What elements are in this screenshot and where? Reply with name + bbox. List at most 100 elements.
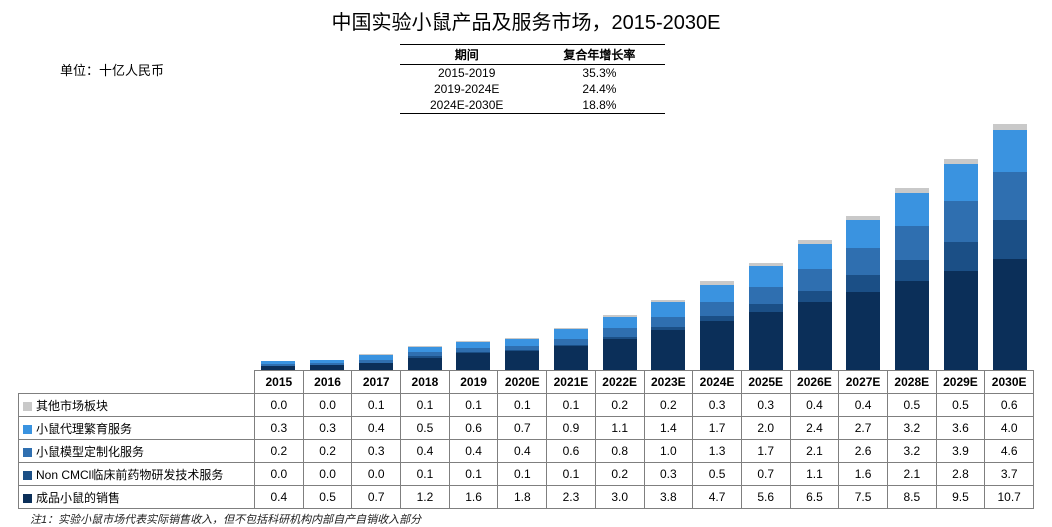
bar-segment [846,248,880,275]
bar-segment [798,291,832,302]
data-cell: 3.8 [644,486,693,509]
year-header: 2030E [985,371,1034,394]
bar-segment [651,330,685,370]
bar-segment [993,220,1027,259]
bar-slot [693,120,742,370]
data-cell: 1.7 [693,417,742,440]
data-cell: 0.0 [255,394,304,417]
year-header: 2029E [936,371,985,394]
data-cell: 1.3 [693,440,742,463]
data-cell: 0.4 [790,394,839,417]
blank-corner [19,371,255,394]
bar-slot [888,120,937,370]
data-cell: 1.7 [741,440,790,463]
year-header: 2023E [644,371,693,394]
data-cell: 0.7 [352,486,401,509]
data-cell: 2.0 [741,417,790,440]
data-cell: 0.6 [985,394,1034,417]
bar-segment [895,226,929,259]
data-cell: 1.1 [595,417,644,440]
stacked-bar [895,188,929,370]
legend-swatch [23,402,32,411]
bar-segment [993,172,1027,220]
bar-segment [944,271,978,370]
bar-segment [359,363,393,370]
data-cell: 1.6 [839,463,888,486]
data-cell: 0.3 [352,440,401,463]
data-cell: 1.4 [644,417,693,440]
stacked-bar [408,346,442,370]
year-header: 2026E [790,371,839,394]
data-cell: 3.9 [936,440,985,463]
data-cell: 0.7 [741,463,790,486]
data-cell: 0.0 [352,463,401,486]
data-cell: 0.9 [547,417,596,440]
bar-slot [303,120,352,370]
data-cell: 0.4 [498,440,547,463]
series-label: 成品小鼠的销售 [19,486,255,509]
cagr-cell: 2024E-2030E [400,97,533,114]
data-cell: 3.6 [936,417,985,440]
bar-segment [310,365,344,370]
table-row: 其他市场板块0.00.00.10.10.10.10.10.20.20.30.30… [19,394,1034,417]
stacked-bar [993,124,1027,370]
year-header: 2016 [303,371,352,394]
cagr-table: 期间复合年增长率 2015-201935.3%2019-2024E24.4%20… [400,44,665,114]
bar-slot [449,120,498,370]
data-cell: 0.8 [595,440,644,463]
data-table: 201520162017201820192020E2021E2022E2023E… [18,370,1034,509]
data-cell: 4.6 [985,440,1034,463]
bar-slot [839,120,888,370]
series-label: 小鼠模型定制化服务 [19,440,255,463]
bar-segment [749,304,783,311]
stacked-bar [846,216,880,370]
data-cell: 8.5 [887,486,936,509]
bar-segment [700,285,734,303]
year-header: 2022E [595,371,644,394]
bar-segment [749,312,783,370]
bar-segment [993,130,1027,172]
bar-segment [798,244,832,269]
year-header: 2024E [693,371,742,394]
data-cell: 1.8 [498,486,547,509]
year-header: 2020E [498,371,547,394]
chart-title: 中国实验小鼠产品及服务市场，2015-2030E [0,0,1052,41]
stacked-bar [261,361,295,370]
year-header: 2025E [741,371,790,394]
cagr-cell: 2019-2024E [400,81,533,97]
data-cell: 0.2 [303,440,352,463]
data-cell: 0.1 [449,463,498,486]
bar-segment [895,193,929,226]
data-cell: 2.8 [936,463,985,486]
table-row: 小鼠代理繁育服务0.30.30.40.50.60.70.91.11.41.72.… [19,417,1034,440]
bar-segment [651,317,685,327]
data-cell: 0.1 [547,463,596,486]
data-cell: 0.0 [255,463,304,486]
data-cell: 0.3 [255,417,304,440]
cagr-cell: 18.8% [533,97,665,114]
series-label: 小鼠代理繁育服务 [19,417,255,440]
data-cell: 1.6 [449,486,498,509]
stacked-bar [944,159,978,370]
legend-swatch [23,425,32,434]
cagr-header: 复合年增长率 [533,45,665,65]
year-header: 2015 [255,371,304,394]
data-cell: 0.2 [595,463,644,486]
data-cell: 2.1 [790,440,839,463]
data-cell: 2.1 [887,463,936,486]
stacked-bar [651,300,685,370]
data-cell: 2.6 [839,440,888,463]
data-cell: 3.2 [887,440,936,463]
legend-swatch [23,494,32,503]
data-cell: 0.5 [401,417,450,440]
cagr-cell: 24.4% [533,81,665,97]
cagr-cell: 2015-2019 [400,65,533,82]
bar-segment [846,275,880,292]
bar-segment [603,328,637,336]
data-cell: 0.1 [401,463,450,486]
table-row: 小鼠模型定制化服务0.20.20.30.40.40.40.60.81.01.31… [19,440,1034,463]
bar-segment [456,353,490,370]
bar-slot [400,120,449,370]
data-cell: 3.0 [595,486,644,509]
data-cell: 10.7 [985,486,1034,509]
